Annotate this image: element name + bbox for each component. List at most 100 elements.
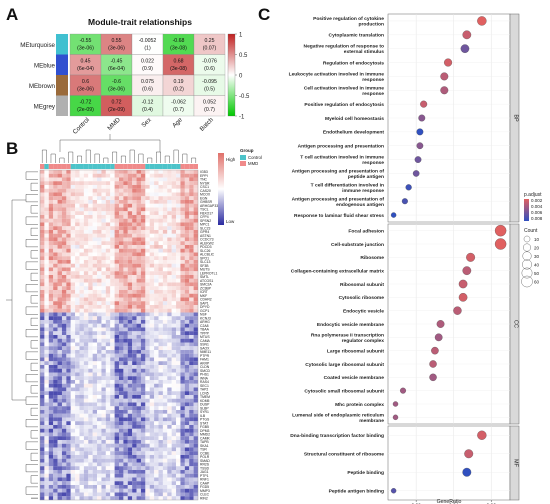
heatmap-cell	[189, 488, 194, 493]
heatmap-cell	[184, 245, 190, 249]
group-legend-label: MMD	[248, 161, 258, 166]
heatmap-cell	[149, 237, 155, 242]
heatmap-cell	[79, 440, 84, 444]
term-label: endogenous antigen	[336, 202, 384, 208]
heatmap-cell	[66, 211, 71, 216]
heatmap-cell	[145, 451, 150, 456]
heatmap-cell	[180, 383, 185, 388]
heatmap-cell	[61, 222, 67, 227]
heatmap-cell	[40, 492, 45, 497]
heatmap-cell	[154, 170, 159, 174]
heatmap-cell	[184, 383, 190, 388]
heatmap-cell	[132, 207, 137, 212]
gene-label: IGB3	[200, 170, 208, 174]
heatmap-cell	[167, 376, 172, 381]
heatmap-cell	[114, 458, 120, 463]
heatmap-cell	[145, 372, 150, 377]
heatmap-cell	[57, 327, 62, 332]
heatmap-cell	[70, 173, 76, 178]
gene-label: ASTN1	[200, 234, 211, 238]
heatmap-cell	[75, 391, 80, 396]
dendrogram-branch	[30, 452, 38, 461]
heatmap-cell	[154, 398, 159, 403]
heatmap-cell	[97, 173, 102, 178]
heatmap-cell	[189, 267, 194, 272]
heatmap-cell	[48, 342, 54, 347]
size-legend-dot	[523, 243, 531, 252]
heatmap-cell	[123, 312, 128, 317]
heatmap-cell	[176, 496, 181, 501]
heatmap-cell	[114, 170, 120, 174]
heatmap-cell	[101, 275, 106, 279]
heatmap-cell	[145, 425, 150, 429]
cell-value-label: -0.095	[202, 79, 217, 85]
heatmap-cell	[184, 335, 190, 339]
heatmap-cell	[53, 346, 58, 351]
heatmap-cell	[162, 398, 168, 403]
heatmap-cell	[79, 376, 84, 381]
heatmap-cell	[193, 466, 199, 471]
heatmap-cell	[92, 275, 98, 279]
heatmap-cell	[44, 417, 49, 422]
heatmap-cell	[88, 458, 93, 463]
heatmap-cell	[53, 271, 58, 276]
heatmap-cell	[171, 331, 177, 336]
heatmap-cell	[171, 447, 177, 452]
heatmap-cell	[162, 211, 168, 216]
heatmap-cell	[97, 421, 102, 426]
heatmap-cell	[53, 222, 58, 227]
heatmap-cell	[44, 233, 49, 238]
heatmap-cell	[92, 297, 98, 302]
heatmap-cell	[171, 398, 177, 403]
heatmap-cell	[189, 477, 194, 482]
heatmap-cell	[57, 278, 62, 283]
heatmap-cell	[171, 248, 177, 253]
heatmap-cell	[145, 428, 150, 433]
heatmap-cell	[48, 406, 54, 411]
heatmap-cell	[193, 323, 199, 328]
heatmap-cell	[57, 477, 62, 482]
enrichment-dot	[392, 414, 399, 421]
heatmap-cell	[83, 305, 89, 309]
heatmap-cell	[162, 245, 168, 249]
heatmap-cell	[70, 432, 76, 437]
heatmap-cell	[57, 443, 62, 448]
heatmap-cell	[127, 305, 133, 309]
heatmap-cell	[66, 455, 71, 459]
heatmap-cell	[70, 256, 76, 261]
heatmap-cell	[110, 200, 115, 204]
term-label: Regulation of endocytosis	[323, 60, 384, 66]
heatmap-cell	[119, 421, 124, 426]
heatmap-cell	[132, 327, 137, 332]
heatmap-cell	[154, 252, 159, 257]
heatmap-cell	[136, 455, 141, 459]
cell-pvalue-label: (0.07)	[203, 46, 217, 52]
heatmap-cell	[119, 327, 124, 332]
term-label: Response to laminar fluid shear stress	[294, 213, 384, 219]
heatmap-cell	[61, 477, 67, 482]
heatmap-cell	[119, 372, 124, 377]
heatmap-cell	[158, 335, 163, 339]
heatmap-cell	[79, 312, 84, 317]
heatmap-cell	[66, 477, 71, 482]
heatmap-cell	[158, 241, 163, 246]
heatmap-cell	[127, 485, 133, 489]
heatmap-cell	[132, 312, 137, 317]
heatmap-cell	[145, 402, 150, 407]
heatmap-cell	[119, 443, 124, 448]
heatmap-cell	[83, 346, 89, 351]
heatmap-cell	[101, 342, 106, 347]
heatmap-cell	[162, 233, 168, 238]
heatmap-cell	[127, 297, 133, 302]
heatmap-cell	[154, 275, 159, 279]
heatmap-cell	[75, 376, 80, 381]
heatmap-cell	[171, 428, 177, 433]
gene-label: LCN5	[200, 391, 209, 395]
heatmap-cell	[70, 245, 76, 249]
heatmap-cell	[61, 308, 67, 313]
heatmap-cell	[101, 323, 106, 328]
heatmap-cell	[193, 481, 199, 486]
heatmap-cell	[189, 233, 194, 238]
heatmap-cell	[162, 361, 168, 366]
heatmap-cell	[97, 237, 102, 242]
